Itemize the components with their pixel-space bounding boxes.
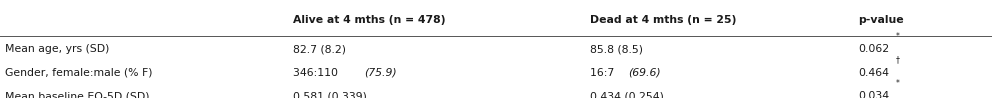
Text: *: * — [896, 79, 900, 88]
Text: 0.581 (0.339): 0.581 (0.339) — [293, 91, 366, 98]
Text: Mean age, yrs (SD): Mean age, yrs (SD) — [5, 44, 109, 54]
Text: *: * — [896, 32, 900, 41]
Text: 0.464: 0.464 — [858, 68, 889, 78]
Text: †: † — [896, 55, 900, 64]
Text: p-value: p-value — [858, 15, 904, 25]
Text: (69.6): (69.6) — [628, 68, 661, 78]
Text: 0.062: 0.062 — [858, 44, 889, 54]
Text: 16:7: 16:7 — [590, 68, 618, 78]
Text: Alive at 4 mths (n = 478): Alive at 4 mths (n = 478) — [293, 15, 445, 25]
Text: 0.034: 0.034 — [858, 91, 889, 98]
Text: 346:110: 346:110 — [293, 68, 341, 78]
Text: Mean baseline EQ-5D (SD): Mean baseline EQ-5D (SD) — [5, 91, 150, 98]
Text: (75.9): (75.9) — [364, 68, 397, 78]
Text: 85.8 (8.5): 85.8 (8.5) — [590, 44, 643, 54]
Text: Gender, female:male (% F): Gender, female:male (% F) — [5, 68, 153, 78]
Text: 82.7 (8.2): 82.7 (8.2) — [293, 44, 345, 54]
Text: Dead at 4 mths (n = 25): Dead at 4 mths (n = 25) — [590, 15, 737, 25]
Text: 0.434 (0.254): 0.434 (0.254) — [590, 91, 664, 98]
